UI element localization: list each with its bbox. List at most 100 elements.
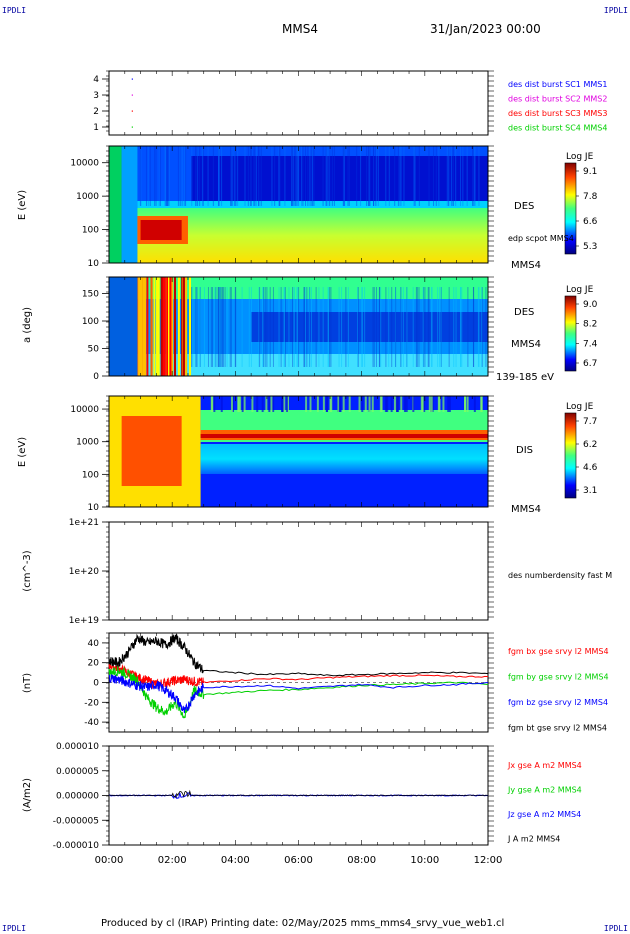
dis-streak xyxy=(447,396,450,412)
dis-sc-label: MMS4 xyxy=(511,504,541,515)
pitch-streak xyxy=(415,287,417,367)
dis-hot xyxy=(121,416,182,486)
dis-streak xyxy=(272,396,275,412)
des-energy-streak xyxy=(260,146,262,206)
des-energy-streak xyxy=(453,146,455,206)
des-energy-streak xyxy=(167,146,169,206)
y-tick-label: 0.000000 xyxy=(56,792,99,802)
des-energy-streak xyxy=(366,146,368,206)
des-energy-streak xyxy=(249,146,251,206)
footer-credit: Produced by cl (IRAP) Printing date: 02/… xyxy=(101,918,505,929)
des-energy-streak xyxy=(414,146,416,206)
des-energy-streak xyxy=(258,146,260,206)
pitch-stripe xyxy=(146,277,149,376)
pitch-stripe xyxy=(150,277,153,376)
pitch-streak xyxy=(375,287,377,367)
pitch-streak xyxy=(338,287,340,367)
pitch-streak xyxy=(460,287,462,367)
burst-panel-frame xyxy=(108,70,489,136)
des-energy-streak xyxy=(140,146,142,206)
burst-legend-item: des dist burst SC1 MMS1 xyxy=(508,80,607,89)
corner-label-top-right: IPDLI xyxy=(603,6,628,15)
dis-streak xyxy=(361,396,364,412)
dis-streak xyxy=(342,396,345,412)
burst-legend-item: des dist burst SC4 MMS4 xyxy=(508,124,607,133)
pitch-streak xyxy=(364,287,366,367)
y-tick-label: 100 xyxy=(82,317,99,327)
pitch-streak xyxy=(400,287,402,367)
des-energy-streak xyxy=(413,146,415,206)
pitch-stripe xyxy=(182,277,185,376)
current-series-line xyxy=(109,789,489,799)
des-energy-streak xyxy=(291,146,293,206)
pitch-streak xyxy=(283,287,285,367)
pitch-streak xyxy=(473,287,475,367)
des-energy-streak xyxy=(478,146,480,206)
pitch-streak xyxy=(221,287,223,367)
pitch-streak xyxy=(226,287,228,367)
dis-streak xyxy=(251,396,254,412)
pitch-streak xyxy=(400,287,402,367)
des-energy-streak xyxy=(388,146,390,206)
pitch-mid-band xyxy=(251,312,488,342)
dis-streak xyxy=(430,396,433,412)
pitch-streak xyxy=(345,287,347,367)
dis-streak xyxy=(348,396,351,412)
des-energy-streak xyxy=(179,146,181,206)
des-energy-streak xyxy=(164,146,166,206)
x-tick-label: 12:00 xyxy=(474,855,503,866)
des-energy-streak xyxy=(202,146,204,206)
des-energy-streak xyxy=(342,146,344,206)
dis-streak xyxy=(412,396,415,412)
burst-point xyxy=(131,78,133,80)
des-energy-streak xyxy=(385,146,387,206)
y-tick-label: 100 xyxy=(82,226,99,236)
pitch-streak xyxy=(481,287,483,367)
dis-streak xyxy=(390,396,393,412)
dis-streak xyxy=(393,396,396,412)
pitch-streak xyxy=(424,287,426,367)
des-energy-streak xyxy=(278,146,280,206)
pitch-stripe xyxy=(185,277,188,376)
y-tick-label: 1000 xyxy=(76,438,99,448)
dis-streak xyxy=(339,396,342,412)
dis-beam xyxy=(200,434,488,438)
pitch-streak xyxy=(269,287,271,367)
des-energy-streak xyxy=(182,146,184,206)
pitch-stripe xyxy=(181,277,184,376)
des-energy-streak xyxy=(460,146,462,206)
des-energy-streak xyxy=(279,146,281,206)
des-energy-streak xyxy=(232,146,234,206)
pitch-streak xyxy=(191,287,193,367)
des-energy-streak xyxy=(399,146,401,206)
des-energy-upper xyxy=(191,156,488,201)
pitch-streak xyxy=(284,287,286,367)
des-energy-streak xyxy=(376,146,378,206)
dis-streak xyxy=(358,396,361,412)
des-energy-streak xyxy=(473,146,475,206)
des-energy-streak xyxy=(435,146,437,206)
pitch-streak xyxy=(230,287,232,367)
pitch-streak xyxy=(467,287,469,367)
des-energy-streak xyxy=(207,146,209,206)
pitch-streak xyxy=(347,287,349,367)
pitch-streak xyxy=(303,287,305,367)
pitch-streak xyxy=(309,287,311,367)
des-energy-streak xyxy=(450,146,452,206)
colorbar-tick-label: 6.7 xyxy=(583,359,597,369)
pitch-stripe xyxy=(189,277,192,376)
dis-streak xyxy=(211,396,214,412)
dis-streak xyxy=(230,396,233,412)
pitch-streak xyxy=(292,287,294,367)
pitch-streak xyxy=(361,287,363,367)
des-energy-streak xyxy=(149,146,151,206)
pitch-streak xyxy=(439,287,441,367)
des-energy-streak xyxy=(291,146,293,206)
pitch-streak xyxy=(293,287,295,367)
des-energy-streak xyxy=(472,146,474,206)
dis-streak xyxy=(448,396,451,412)
burst-point xyxy=(131,126,133,128)
pitch-streak xyxy=(460,287,462,367)
dis-streak xyxy=(403,396,406,412)
pitch-streak xyxy=(196,287,198,367)
